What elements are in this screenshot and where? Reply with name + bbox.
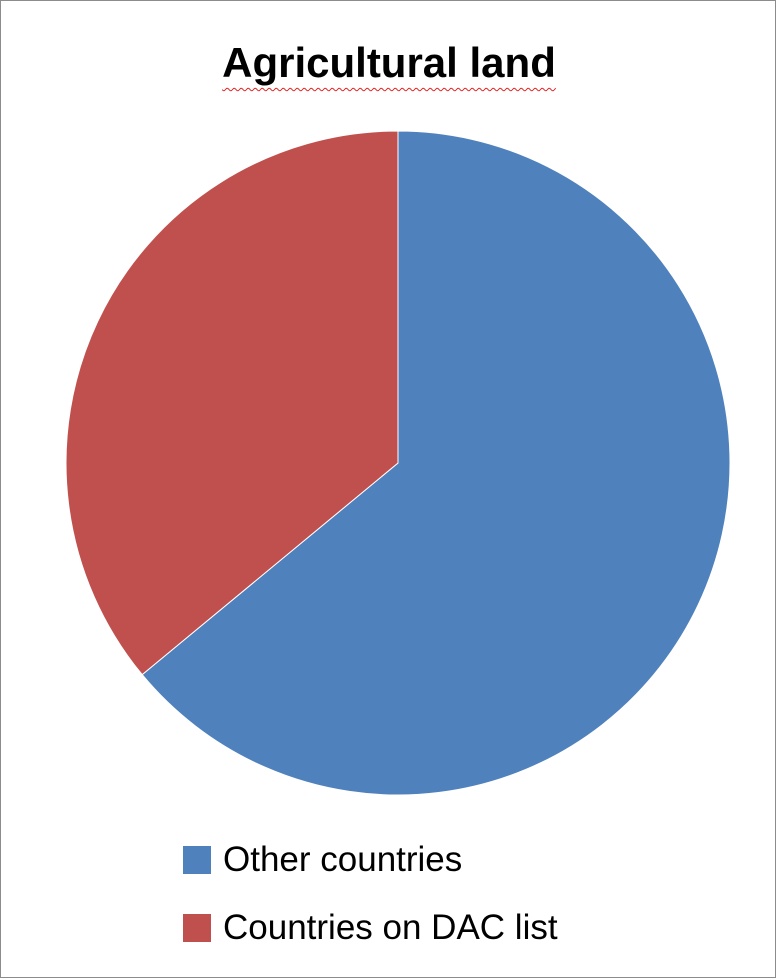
legend-item-other-countries: Other countries bbox=[183, 837, 558, 883]
legend-swatch-dac-list bbox=[183, 914, 211, 942]
chart-title-text: Agricultural land bbox=[222, 39, 556, 86]
legend: Other countries Countries on DAC list bbox=[183, 837, 558, 973]
legend-item-dac-list: Countries on DAC list bbox=[183, 905, 558, 951]
pie-slice-other-countries bbox=[141, 130, 731, 796]
legend-label-other-countries: Other countries bbox=[223, 840, 463, 879]
pie-slice-countries-on-dac-list bbox=[65, 130, 399, 676]
legend-label-dac-list: Countries on DAC list bbox=[223, 908, 558, 947]
legend-swatch-other-countries bbox=[183, 846, 211, 874]
chart-title: Agricultural land bbox=[1, 39, 776, 87]
